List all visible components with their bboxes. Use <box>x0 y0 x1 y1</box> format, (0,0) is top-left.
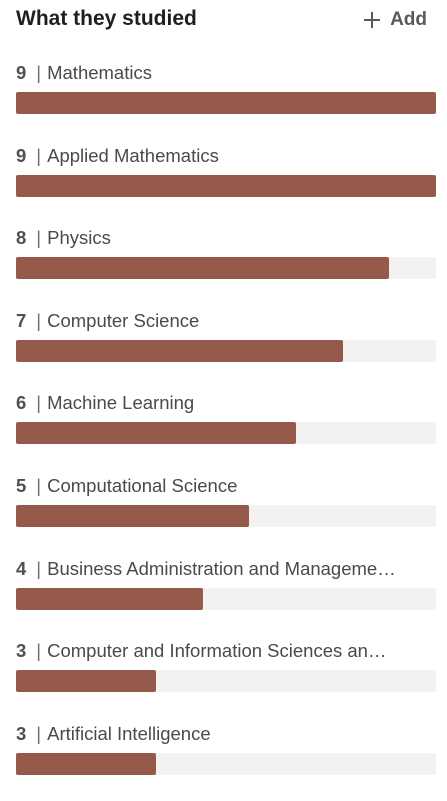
item-label: Machine Learning <box>47 392 195 414</box>
add-button-label: Add <box>390 9 427 30</box>
separator: | <box>36 392 42 414</box>
list-item[interactable]: 6 | Machine Learning <box>16 388 436 471</box>
list-item-text: 9 | Applied Mathematics <box>16 141 436 171</box>
separator: | <box>36 557 42 579</box>
item-count: 9 <box>16 62 27 83</box>
count-bar[interactable] <box>16 670 436 693</box>
count-bar[interactable] <box>16 422 436 445</box>
count-bar-fill <box>16 92 436 114</box>
count-bar[interactable] <box>16 752 436 775</box>
item-count: 9 <box>16 144 27 166</box>
count-bar-fill <box>16 670 156 693</box>
item-count: 7 <box>16 309 27 331</box>
field-of-study-list: 9 | Mathematics 9 | Applied Mathematics 8 | Phys… <box>16 58 436 801</box>
separator: | <box>36 640 42 662</box>
count-bar-fill <box>16 257 390 280</box>
item-count: 4 <box>16 557 27 579</box>
list-item-text: 7 | Computer Science <box>16 306 436 336</box>
count-bar-fill <box>16 174 436 197</box>
list-item-text: 9 | Mathematics <box>16 58 436 88</box>
count-bar[interactable] <box>16 339 436 362</box>
count-bar-fill <box>16 422 296 445</box>
separator: | <box>36 474 42 496</box>
list-item[interactable]: 5 | Computational Science <box>16 471 436 554</box>
list-item[interactable]: 9 | Applied Mathematics <box>16 141 436 224</box>
count-bar-fill <box>16 339 343 362</box>
section-header: What they studied Add <box>0 0 447 40</box>
list-item-text: 6 | Machine Learning <box>16 388 436 418</box>
count-bar-fill <box>16 752 156 775</box>
item-label: Computer and Information Sciences an… <box>47 640 387 662</box>
item-label: Computational Science <box>47 474 238 496</box>
separator: | <box>36 309 42 331</box>
list-item-text: 8 | Physics <box>16 223 436 253</box>
list-item-text: 3 | Computer and Information Sciences an… <box>16 636 436 666</box>
separator: | <box>36 227 42 249</box>
item-label: Artificial Intelligence <box>47 722 211 744</box>
item-count: 6 <box>16 392 27 414</box>
item-label: Computer Science <box>47 309 200 331</box>
count-bar[interactable] <box>16 504 436 527</box>
list-item-text: 4 | Business Administration and Manageme… <box>16 554 436 584</box>
item-count: 3 <box>16 640 27 662</box>
list-item[interactable]: 7 | Computer Science <box>16 306 436 389</box>
add-button[interactable]: Add <box>364 6 427 34</box>
count-bar-fill <box>16 587 203 610</box>
list-item-text: 5 | Computational Science <box>16 471 436 501</box>
separator: | <box>36 722 42 744</box>
item-count: 8 <box>16 227 27 249</box>
item-count: 5 <box>16 474 27 496</box>
count-bar[interactable] <box>16 587 436 610</box>
item-label: Mathematics <box>47 62 152 83</box>
plus-icon <box>364 12 381 28</box>
list-item[interactable]: 9 | Mathematics <box>16 58 436 141</box>
count-bar[interactable] <box>16 92 436 114</box>
item-label: Business Administration and Manageme… <box>47 557 396 579</box>
list-item[interactable]: 8 | Physics <box>16 223 436 306</box>
count-bar-fill <box>16 504 250 527</box>
item-label: Applied Mathematics <box>47 144 219 166</box>
count-bar[interactable] <box>16 257 436 280</box>
list-item[interactable]: 4 | Business Administration and Manageme… <box>16 554 436 637</box>
count-bar[interactable] <box>16 174 436 197</box>
list-item[interactable]: 3 | Artificial Intelligence <box>16 719 436 801</box>
separator: | <box>36 62 42 83</box>
list-item[interactable]: 3 | Computer and Information Sciences an… <box>16 636 436 719</box>
list-item-text: 3 | Artificial Intelligence <box>16 719 436 749</box>
separator: | <box>36 144 42 166</box>
item-count: 3 <box>16 722 27 744</box>
section-title: What they studied <box>16 7 197 30</box>
item-label: Physics <box>47 227 111 249</box>
